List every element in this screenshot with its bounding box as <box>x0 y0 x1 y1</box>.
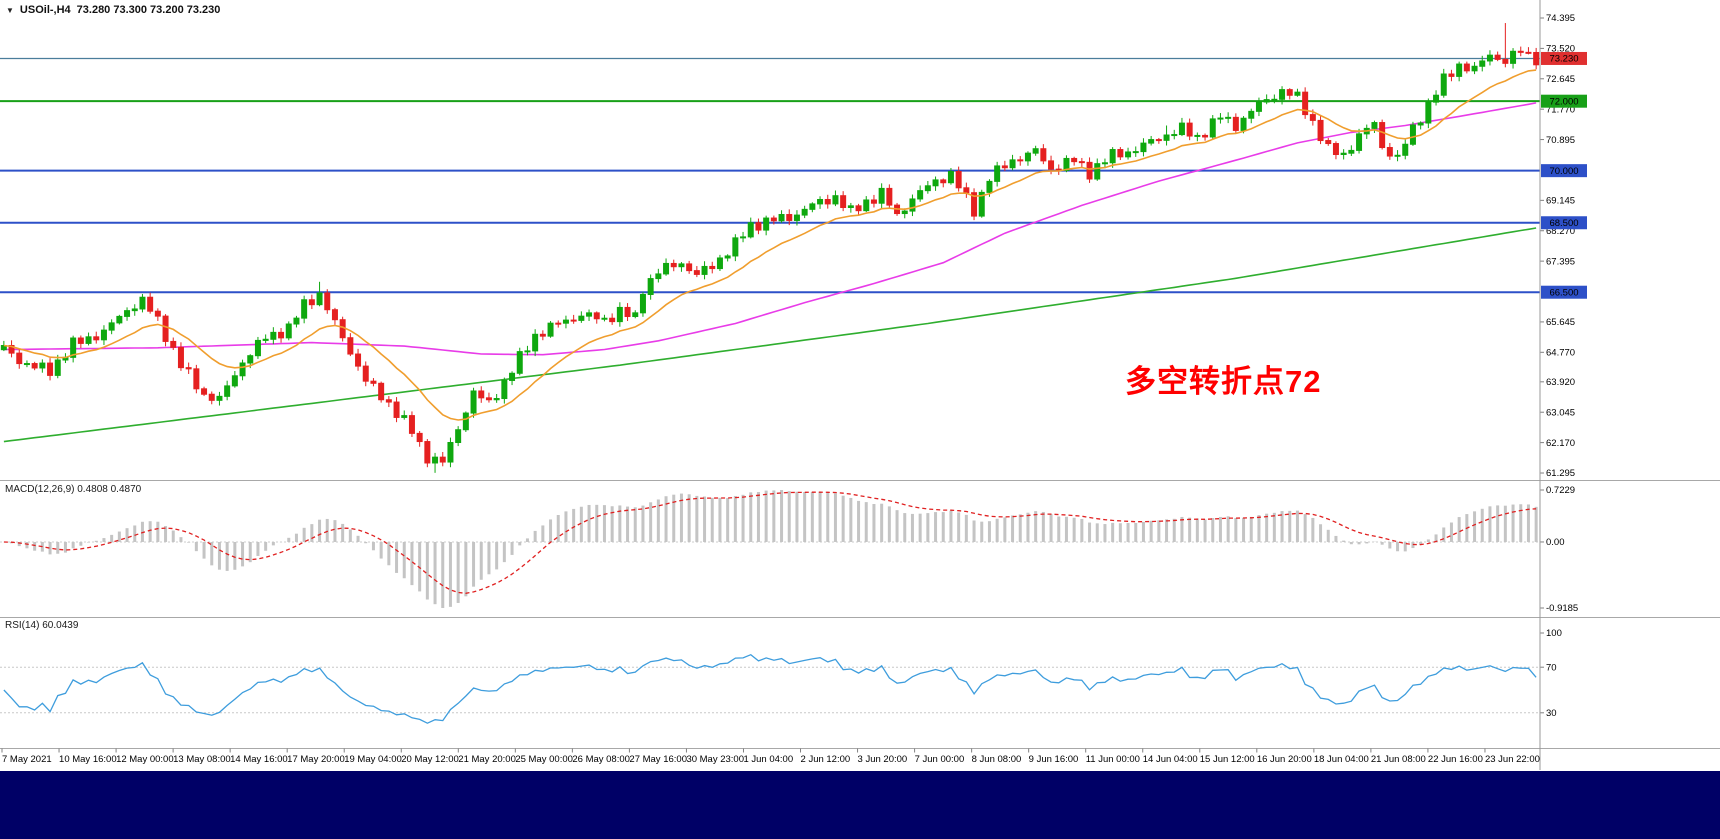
svg-text:63.045: 63.045 <box>1546 407 1575 418</box>
svg-text:11 Jun 00:00: 11 Jun 00:00 <box>1086 754 1140 765</box>
svg-text:72.645: 72.645 <box>1546 74 1575 85</box>
svg-text:13 May 08:00: 13 May 08:00 <box>173 754 231 765</box>
svg-text:-0.9185: -0.9185 <box>1546 603 1578 614</box>
svg-text:100: 100 <box>1546 628 1562 639</box>
rsi-indicator-label: RSI(14) 60.0439 <box>5 620 79 631</box>
svg-text:21 May 20:00: 21 May 20:00 <box>458 754 516 765</box>
svg-text:10 May 16:00: 10 May 16:00 <box>59 754 117 765</box>
svg-text:68.270: 68.270 <box>1546 226 1575 237</box>
svg-text:22 Jun 16:00: 22 Jun 16:00 <box>1428 754 1483 765</box>
svg-text:73.520: 73.520 <box>1546 44 1575 55</box>
svg-text:70: 70 <box>1546 662 1557 673</box>
svg-text:63.920: 63.920 <box>1546 377 1575 388</box>
svg-text:23 Jun 22:00: 23 Jun 22:00 <box>1485 754 1540 765</box>
svg-text:72.000: 72.000 <box>1549 96 1578 107</box>
svg-text:2 Jun 12:00: 2 Jun 12:00 <box>801 754 851 765</box>
chevron-down-icon[interactable]: ▼ <box>6 5 14 15</box>
svg-text:1 Jun 04:00: 1 Jun 04:00 <box>743 754 793 765</box>
svg-text:3 Jun 20:00: 3 Jun 20:00 <box>858 754 908 765</box>
svg-text:69.145: 69.145 <box>1546 196 1575 207</box>
svg-text:73.230: 73.230 <box>1549 54 1578 65</box>
svg-text:70.000: 70.000 <box>1549 166 1578 177</box>
svg-text:12 May 00:00: 12 May 00:00 <box>116 754 174 765</box>
svg-text:7 Jun 00:00: 7 Jun 00:00 <box>915 754 965 765</box>
svg-text:65.645: 65.645 <box>1546 317 1575 328</box>
svg-text:74.395: 74.395 <box>1546 13 1575 24</box>
chart-canvas[interactable]: 74.395 73.520 72.645 71.770 70.895 69.145 68.2… <box>0 0 1720 771</box>
svg-text:64.770: 64.770 <box>1546 348 1575 359</box>
svg-text:17 May 20:00: 17 May 20:00 <box>287 754 345 765</box>
svg-text:68.500: 68.500 <box>1549 218 1578 229</box>
svg-text:25 May 00:00: 25 May 00:00 <box>515 754 573 765</box>
svg-text:0.7229: 0.7229 <box>1546 485 1575 496</box>
svg-text:67.395: 67.395 <box>1546 256 1575 267</box>
svg-text:27 May 16:00: 27 May 16:00 <box>629 754 687 765</box>
svg-text:0.00: 0.00 <box>1546 537 1565 548</box>
svg-text:26 May 08:00: 26 May 08:00 <box>572 754 630 765</box>
svg-text:71.770: 71.770 <box>1546 104 1575 115</box>
chart-annotation-text: 多空转折点72 <box>1125 364 1322 399</box>
svg-text:30: 30 <box>1546 708 1557 719</box>
svg-text:14 May 16:00: 14 May 16:00 <box>230 754 288 765</box>
macd-indicator-label: MACD(12,26,9) 0.4808 0.4870 <box>5 484 142 495</box>
svg-text:62.170: 62.170 <box>1546 438 1575 449</box>
svg-text:9 Jun 16:00: 9 Jun 16:00 <box>1029 754 1079 765</box>
svg-text:21 Jun 08:00: 21 Jun 08:00 <box>1371 754 1426 765</box>
svg-text:20 May 12:00: 20 May 12:00 <box>401 754 459 765</box>
svg-text:61.295: 61.295 <box>1546 468 1575 479</box>
svg-text:70.895: 70.895 <box>1546 135 1575 146</box>
svg-text:15 Jun 12:00: 15 Jun 12:00 <box>1200 754 1255 765</box>
ohlc-values: 73.280 73.300 73.200 73.230 <box>76 4 221 16</box>
svg-text:19 May 04:00: 19 May 04:00 <box>344 754 402 765</box>
svg-text:7 May 2021: 7 May 2021 <box>2 754 52 765</box>
svg-text:16 Jun 20:00: 16 Jun 20:00 <box>1257 754 1312 765</box>
symbol-label: USOil-,H4 <box>19 4 71 16</box>
svg-text:18 Jun 04:00: 18 Jun 04:00 <box>1314 754 1369 765</box>
svg-text:30 May 23:00: 30 May 23:00 <box>686 754 744 765</box>
svg-text:14 Jun 04:00: 14 Jun 04:00 <box>1143 754 1198 765</box>
bottom-bar <box>0 771 1720 839</box>
svg-text:8 Jun 08:00: 8 Jun 08:00 <box>972 754 1022 765</box>
symbol-ohlc-header: ▼ USOil-,H4 73.280 73.300 73.200 73.230 <box>6 4 220 16</box>
svg-text:66.500: 66.500 <box>1549 287 1578 298</box>
